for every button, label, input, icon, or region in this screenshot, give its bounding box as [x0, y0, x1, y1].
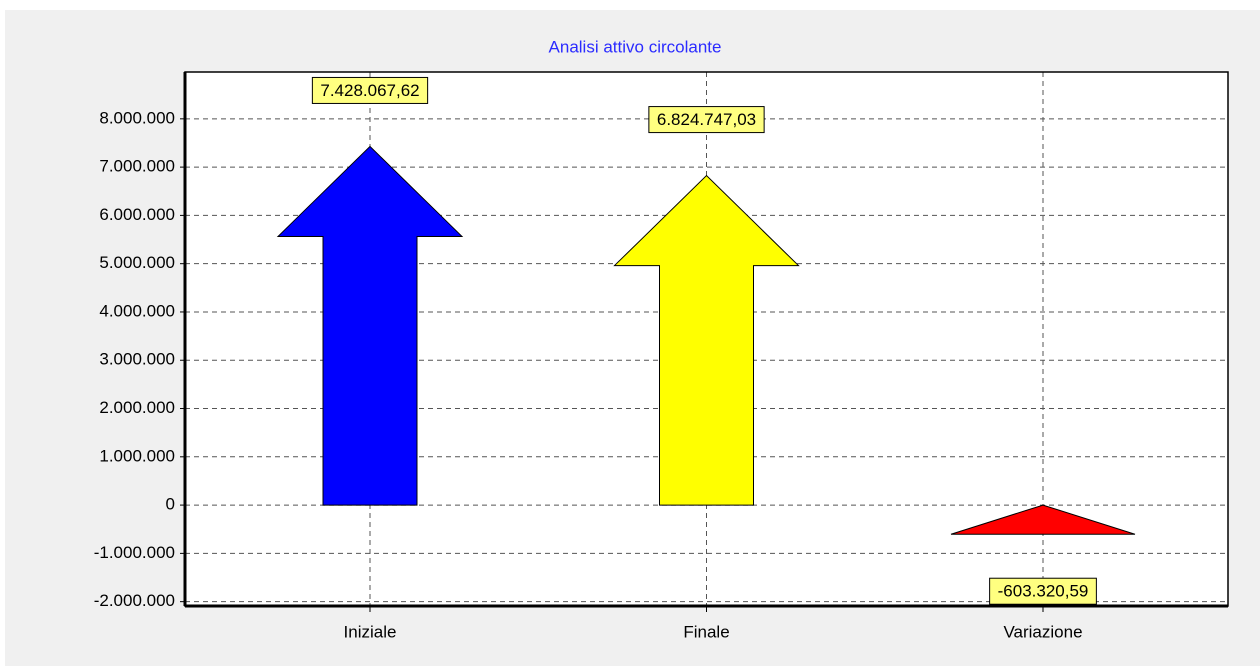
- x-tick-label: Iniziale: [344, 622, 397, 641]
- y-tick-label: -2.000.000: [94, 591, 175, 610]
- value-label-box: [311, 76, 429, 104]
- value-label: 6.824.747,03: [657, 110, 756, 129]
- value-label: -603.320,59: [998, 582, 1089, 601]
- y-tick-label: 0: [166, 495, 175, 514]
- y-tick-label: 7.000.000: [99, 157, 175, 176]
- value-label-box: [989, 577, 1097, 605]
- arrow: [276, 145, 464, 506]
- value-label-box: [648, 106, 765, 134]
- arrow: [950, 504, 1136, 535]
- y-tick-label: 4.000.000: [99, 301, 175, 320]
- y-tick-label: 3.000.000: [99, 350, 175, 369]
- y-tick-label: 1.000.000: [99, 446, 175, 465]
- y-tick-label: 2.000.000: [99, 398, 175, 417]
- x-tick-label: Finale: [683, 622, 729, 641]
- y-tick-label: 6.000.000: [99, 205, 175, 224]
- y-tick-label: 8.000.000: [99, 108, 175, 127]
- x-tick-label: Variazione: [1003, 622, 1082, 641]
- y-tick-label: 5.000.000: [99, 253, 175, 272]
- value-label: 7.428.067,62: [320, 81, 419, 100]
- y-tick-label: -1.000.000: [94, 543, 175, 562]
- chart-title: Analisi attivo circolante: [549, 37, 722, 56]
- arrow: [613, 174, 800, 506]
